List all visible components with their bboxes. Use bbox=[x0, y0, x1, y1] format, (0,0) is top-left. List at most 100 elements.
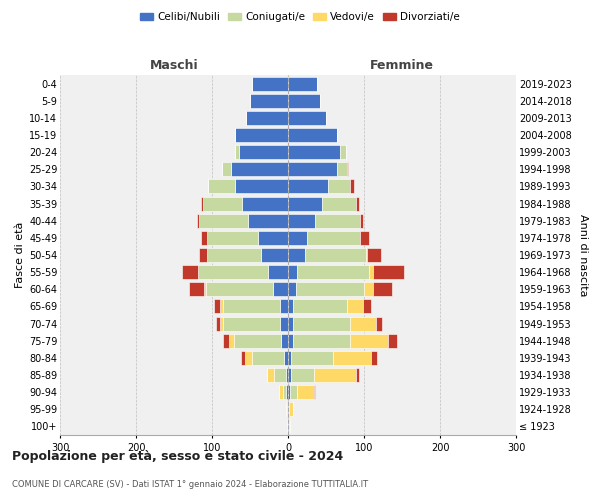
Text: COMUNE DI CARCARE (SV) - Dati ISTAT 1° gennaio 2024 - Elaborazione TUTTITALIA.IT: COMUNE DI CARCARE (SV) - Dati ISTAT 1° g… bbox=[12, 480, 368, 489]
Bar bbox=[203, 196, 242, 210]
Bar bbox=[314, 368, 356, 382]
Bar bbox=[223, 334, 229, 347]
Bar bbox=[314, 214, 360, 228]
Bar bbox=[288, 248, 305, 262]
Bar bbox=[328, 180, 350, 194]
Bar bbox=[229, 334, 234, 347]
Bar bbox=[222, 162, 231, 176]
Bar bbox=[287, 402, 288, 416]
Bar bbox=[350, 334, 388, 347]
Bar bbox=[367, 248, 381, 262]
Bar bbox=[350, 180, 354, 194]
Bar bbox=[290, 385, 297, 399]
Bar bbox=[373, 265, 404, 279]
Bar bbox=[288, 145, 340, 159]
Bar bbox=[296, 282, 364, 296]
Bar bbox=[288, 214, 314, 228]
Bar bbox=[337, 162, 347, 176]
Bar bbox=[220, 316, 223, 330]
Bar bbox=[284, 351, 288, 365]
Bar bbox=[208, 180, 235, 194]
Bar bbox=[371, 351, 377, 365]
Bar bbox=[293, 300, 347, 314]
Bar bbox=[288, 94, 320, 108]
Text: Femmine: Femmine bbox=[370, 58, 434, 71]
Bar bbox=[363, 300, 371, 314]
Bar bbox=[288, 111, 326, 125]
Bar bbox=[205, 282, 206, 296]
Bar bbox=[252, 351, 284, 365]
Bar bbox=[231, 162, 288, 176]
Bar bbox=[373, 282, 392, 296]
Bar bbox=[223, 316, 280, 330]
Bar bbox=[206, 282, 273, 296]
Legend: Celibi/Nubili, Coniugati/e, Vedovi/e, Divorziati/e: Celibi/Nubili, Coniugati/e, Vedovi/e, Di… bbox=[136, 8, 464, 26]
Bar bbox=[280, 316, 288, 330]
Bar bbox=[288, 162, 337, 176]
Bar bbox=[370, 265, 373, 279]
Bar bbox=[347, 300, 363, 314]
Bar bbox=[214, 300, 220, 314]
Bar bbox=[360, 214, 363, 228]
Bar bbox=[356, 196, 359, 210]
Bar bbox=[286, 402, 287, 416]
Bar bbox=[267, 368, 274, 382]
Bar bbox=[360, 231, 370, 245]
Bar bbox=[350, 316, 376, 330]
Bar bbox=[268, 265, 288, 279]
Bar bbox=[239, 145, 288, 159]
Bar bbox=[242, 196, 288, 210]
Bar bbox=[235, 128, 288, 142]
Bar bbox=[199, 265, 268, 279]
Bar bbox=[376, 316, 382, 330]
Bar bbox=[293, 316, 350, 330]
Bar bbox=[388, 334, 397, 347]
Bar bbox=[293, 334, 350, 347]
Bar bbox=[288, 385, 290, 399]
Bar bbox=[314, 385, 316, 399]
Bar bbox=[291, 351, 333, 365]
Bar bbox=[200, 231, 206, 245]
Bar bbox=[288, 316, 293, 330]
Bar bbox=[289, 420, 290, 434]
Bar bbox=[206, 248, 262, 262]
Bar bbox=[288, 76, 317, 90]
Bar bbox=[288, 334, 293, 347]
Bar bbox=[297, 385, 314, 399]
Bar bbox=[365, 248, 367, 262]
Bar bbox=[288, 368, 291, 382]
Bar bbox=[287, 420, 288, 434]
Bar bbox=[246, 111, 288, 125]
Bar bbox=[291, 368, 314, 382]
Bar bbox=[286, 385, 288, 399]
Bar bbox=[333, 351, 371, 365]
Bar bbox=[223, 300, 280, 314]
Bar bbox=[279, 385, 283, 399]
Bar bbox=[305, 248, 365, 262]
Bar bbox=[235, 145, 239, 159]
Bar bbox=[288, 420, 289, 434]
Bar bbox=[235, 180, 288, 194]
Bar bbox=[216, 316, 220, 330]
Bar bbox=[283, 385, 286, 399]
Bar bbox=[197, 265, 199, 279]
Bar bbox=[364, 282, 373, 296]
Bar bbox=[288, 231, 307, 245]
Bar bbox=[274, 368, 286, 382]
Y-axis label: Fasce di età: Fasce di età bbox=[14, 222, 25, 288]
Bar bbox=[273, 282, 288, 296]
Bar bbox=[199, 248, 206, 262]
Bar bbox=[248, 214, 288, 228]
Bar bbox=[257, 231, 288, 245]
Bar bbox=[288, 351, 291, 365]
Bar bbox=[288, 265, 297, 279]
Bar bbox=[182, 265, 197, 279]
Bar bbox=[288, 282, 296, 296]
Bar bbox=[347, 162, 348, 176]
Bar bbox=[241, 351, 245, 365]
Bar bbox=[280, 300, 288, 314]
Bar bbox=[189, 282, 205, 296]
Bar bbox=[202, 196, 203, 210]
Bar bbox=[220, 300, 223, 314]
Bar bbox=[288, 180, 328, 194]
